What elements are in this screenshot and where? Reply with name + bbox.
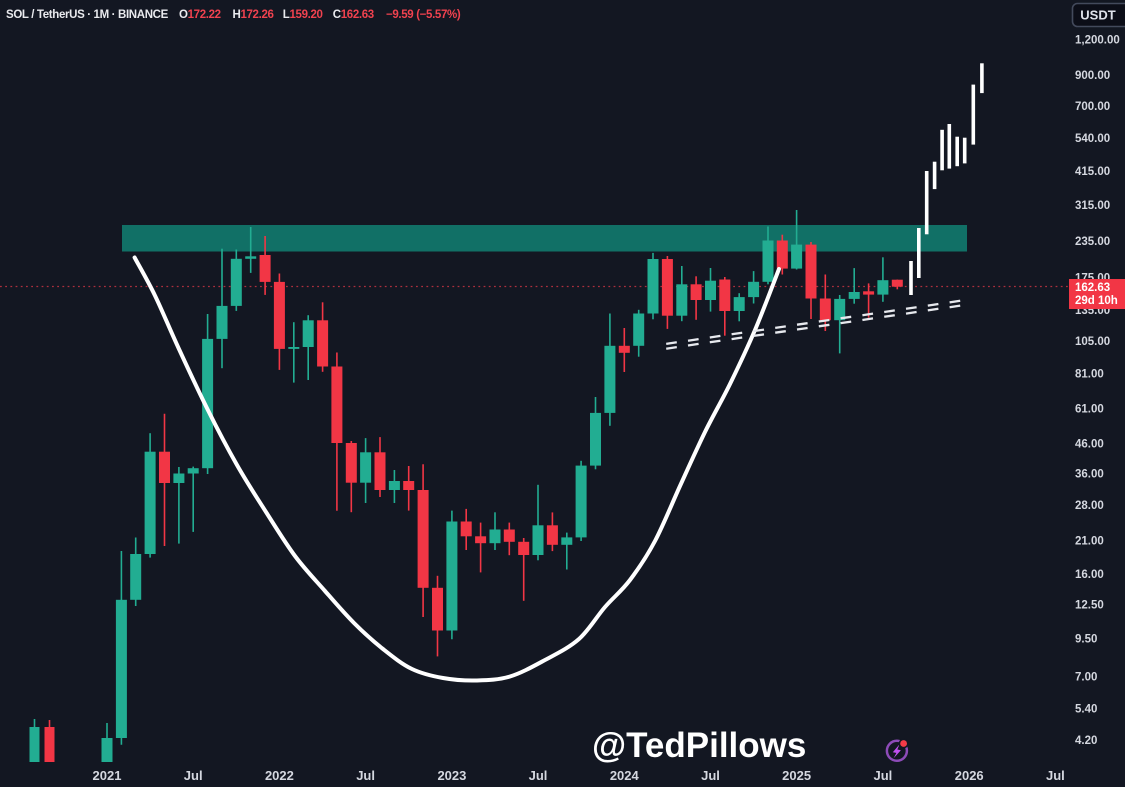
svg-text:2023: 2023	[437, 768, 466, 783]
svg-text:C162.63: C162.63	[333, 9, 374, 21]
svg-text:Jul: Jul	[529, 768, 548, 783]
svg-text:900.00: 900.00	[1075, 70, 1110, 82]
svg-text:235.00: 235.00	[1075, 236, 1110, 248]
svg-text:29d 10h: 29d 10h	[1075, 295, 1118, 307]
svg-text:105.00: 105.00	[1075, 336, 1110, 348]
svg-text:21.00: 21.00	[1075, 535, 1104, 547]
svg-text:5.40: 5.40	[1075, 704, 1097, 716]
svg-text:Jul: Jul	[701, 768, 720, 783]
svg-text:2024: 2024	[610, 768, 640, 783]
svg-text:7.00: 7.00	[1075, 672, 1097, 684]
svg-text:46.00: 46.00	[1075, 438, 1104, 450]
svg-text:162.63: 162.63	[1075, 282, 1110, 294]
svg-text:SOL / TetherUS · 1M · BINANCE: SOL / TetherUS · 1M · BINANCE	[6, 9, 169, 21]
svg-text:28.00: 28.00	[1075, 500, 1104, 512]
svg-text:415.00: 415.00	[1075, 166, 1110, 178]
svg-text:9.50: 9.50	[1075, 634, 1097, 646]
svg-text:Jul: Jul	[356, 768, 375, 783]
svg-text:36.00: 36.00	[1075, 469, 1104, 481]
svg-text:O172.22: O172.22	[179, 9, 221, 21]
svg-text:315.00: 315.00	[1075, 200, 1110, 212]
svg-text:81.00: 81.00	[1075, 368, 1104, 380]
svg-text:2025: 2025	[782, 768, 811, 783]
svg-text:4.20: 4.20	[1075, 735, 1097, 747]
svg-text:700.00: 700.00	[1075, 101, 1110, 113]
svg-text:12.50: 12.50	[1075, 600, 1104, 612]
svg-text:@TedPillows: @TedPillows	[592, 726, 806, 765]
svg-text:61.00: 61.00	[1075, 403, 1104, 415]
svg-text:Jul: Jul	[1046, 768, 1065, 783]
svg-text:H172.26: H172.26	[233, 9, 274, 21]
svg-text:540.00: 540.00	[1075, 133, 1110, 145]
svg-text:2022: 2022	[265, 768, 294, 783]
svg-text:2026: 2026	[955, 768, 984, 783]
svg-text:Jul: Jul	[874, 768, 893, 783]
svg-text:−9.59 (−5.57%): −9.59 (−5.57%)	[386, 9, 461, 21]
svg-text:USDT: USDT	[1080, 8, 1115, 23]
svg-text:16.00: 16.00	[1075, 569, 1104, 581]
svg-text:1,200.00: 1,200.00	[1075, 34, 1120, 46]
svg-text:2021: 2021	[93, 768, 122, 783]
svg-text:Jul: Jul	[184, 768, 203, 783]
svg-text:L159.20: L159.20	[283, 9, 323, 21]
